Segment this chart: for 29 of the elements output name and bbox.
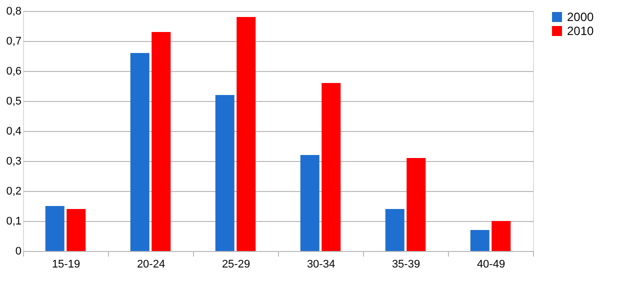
bar [66, 209, 86, 251]
y-tick-label: 0,2 [6, 186, 22, 198]
x-tick-label: 40-49 [476, 258, 506, 270]
y-tick-label: 0,4 [6, 126, 22, 138]
bar [385, 209, 404, 251]
y-tick-label: 0,3 [6, 156, 22, 168]
y-tick-label: 0 [15, 246, 22, 258]
bar [236, 17, 256, 251]
y-tick-label: 0,6 [6, 66, 22, 78]
bar [152, 32, 171, 251]
y-tick-label: 0,1 [6, 216, 22, 228]
legend-label: 2000 [567, 10, 594, 24]
bar [492, 221, 511, 251]
bar [322, 83, 341, 251]
legend-label: 2010 [567, 24, 594, 38]
x-tick-label: 15-19 [52, 258, 80, 270]
bar [406, 158, 426, 251]
bar [215, 95, 234, 251]
bar [45, 206, 64, 251]
x-tick-label: 20-24 [136, 258, 166, 270]
bar [300, 155, 320, 251]
bar [130, 53, 150, 251]
x-tick-label: 30-34 [306, 258, 336, 270]
x-tick-label: 25-29 [222, 258, 250, 270]
bar [470, 230, 490, 251]
y-tick-label: 0,7 [6, 36, 22, 48]
x-tick-label: 35-39 [392, 258, 420, 270]
y-tick-label: 0,5 [6, 96, 22, 108]
y-tick-label: 0,8 [6, 6, 22, 18]
